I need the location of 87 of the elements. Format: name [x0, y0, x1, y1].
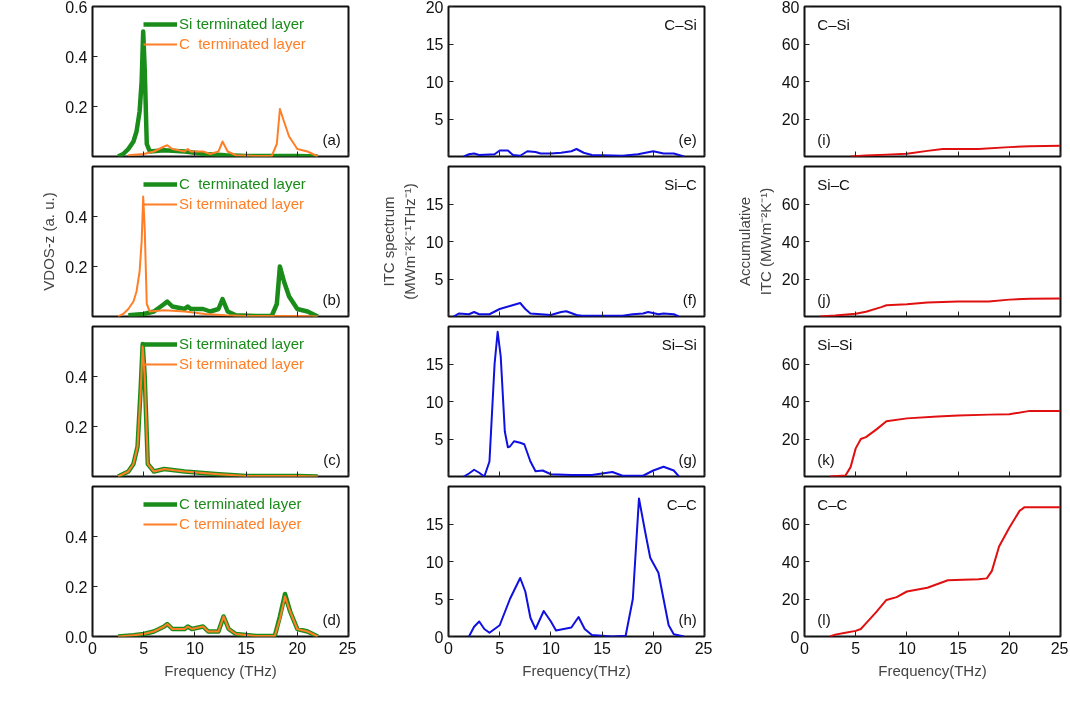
annotation: Si–C	[664, 175, 697, 193]
legend-label: C terminated layer	[179, 35, 306, 52]
legend-label: C terminated layer	[179, 175, 306, 192]
y-tick-label: 0.4	[65, 208, 88, 226]
annotation: (f)	[682, 290, 697, 308]
x-tick-label: 5	[495, 639, 505, 657]
annotation: C–C	[666, 495, 697, 513]
x-tick-label: 25	[1050, 639, 1069, 657]
y-tick-label: 60	[781, 356, 800, 373]
y-tick-label: 60	[781, 516, 800, 533]
y-axis-title: Accumulative ITC (MWm⁻²K⁻¹)	[736, 187, 774, 296]
y-tick-label: 0.2	[65, 418, 88, 436]
y-tick-label: 15	[425, 356, 444, 373]
annotation: (c)	[323, 450, 341, 468]
annotation: (h)	[678, 610, 697, 628]
y-tick-label: 20	[425, 0, 444, 16]
annotation: (k)	[817, 450, 835, 468]
y-tick-label: 10	[425, 553, 444, 571]
y-tick-label: 0.6	[65, 0, 88, 16]
x-tick-label: 10	[186, 639, 204, 657]
y-tick-label: 40	[781, 393, 800, 411]
y-tick-label: 0.0	[65, 628, 88, 646]
y-tick-label: 10	[425, 393, 444, 411]
y-tick-label: 40	[781, 553, 800, 571]
x-tick-label: 5	[851, 639, 861, 657]
y-tick-label: 0.4	[65, 48, 88, 66]
y-tick-label: 0.4	[65, 368, 88, 386]
y-tick-label: 20	[781, 111, 800, 128]
y-axis-title: ITC spectrum (MWm⁻²K⁻¹THz⁻¹)	[380, 183, 418, 300]
y-tick-label: 40	[781, 73, 800, 91]
legend-label: C terminated layer	[179, 515, 302, 532]
annotation: (e)	[678, 130, 697, 148]
x-tick-label: 15	[237, 639, 256, 657]
x-axis-title: Frequency (THz)	[164, 661, 277, 679]
annotation: (l)	[817, 610, 831, 628]
annotation: C–C	[817, 495, 848, 513]
y-tick-label: 40	[781, 233, 800, 251]
x-tick-label: 10	[898, 639, 916, 657]
legend-label: Si terminated layer	[179, 355, 305, 372]
y-tick-label: 5	[434, 591, 444, 608]
annotation: (b)	[322, 290, 341, 308]
y-tick-label: 0	[790, 628, 800, 646]
y-tick-label: 80	[781, 0, 800, 16]
x-tick-label: 20	[644, 639, 663, 657]
y-tick-label: 0.2	[65, 258, 88, 276]
y-tick-label: 20	[781, 591, 800, 608]
x-tick-label: 20	[1000, 639, 1019, 657]
y-tick-label: 20	[781, 431, 800, 448]
annotation: (i)	[817, 130, 831, 148]
y-tick-label: 5	[434, 111, 444, 128]
annotation: (g)	[678, 450, 697, 468]
y-tick-label: 0.4	[65, 528, 88, 546]
annotation: C–Si	[817, 15, 850, 33]
legend-label: C terminated layer	[179, 495, 302, 512]
y-tick-label: 10	[425, 233, 444, 251]
y-tick-label: 15	[425, 36, 444, 53]
y-tick-label: 0	[434, 628, 444, 646]
annotation: (j)	[817, 290, 831, 308]
y-tick-label: 60	[781, 36, 800, 53]
annotation: Si–Si	[817, 335, 853, 353]
y-tick-label: 0.2	[65, 98, 88, 116]
legend-label: Si terminated layer	[179, 15, 305, 32]
x-tick-label: 25	[694, 639, 713, 657]
y-axis-title: VDOS-z (a. u.)	[40, 192, 58, 291]
y-tick-label: 20	[781, 271, 800, 288]
annotation: (a)	[322, 130, 341, 148]
legend-label: Si terminated layer	[179, 335, 305, 352]
x-tick-label: 20	[288, 639, 307, 657]
x-axis-title: Frequency(THz)	[878, 661, 987, 679]
annotation: Si–C	[817, 175, 850, 193]
y-tick-label: 5	[434, 431, 444, 448]
x-tick-label: 25	[338, 639, 357, 657]
y-tick-label: 0.2	[65, 578, 88, 596]
legend-label: Si terminated layer	[179, 195, 305, 212]
y-tick-label: 15	[425, 516, 444, 533]
y-tick-label: 60	[781, 196, 800, 213]
x-tick-label: 15	[949, 639, 968, 657]
x-tick-label: 10	[542, 639, 560, 657]
x-tick-label: 5	[139, 639, 149, 657]
x-axis-title: Frequency(THz)	[522, 661, 631, 679]
x-tick-label: 15	[593, 639, 612, 657]
annotation: Si–Si	[661, 335, 697, 353]
y-tick-label: 5	[434, 271, 444, 288]
annotation: (d)	[322, 610, 341, 628]
y-tick-label: 10	[425, 73, 444, 91]
y-tick-label: 15	[425, 196, 444, 213]
annotation: C–Si	[664, 15, 697, 33]
